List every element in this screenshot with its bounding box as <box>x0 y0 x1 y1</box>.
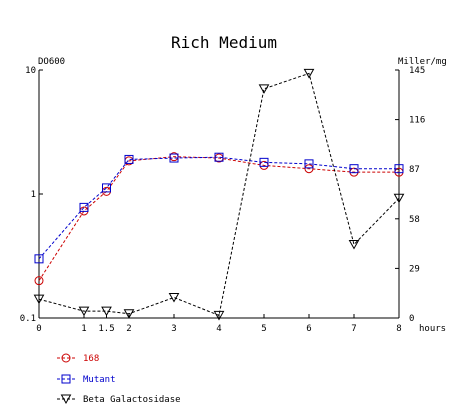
legend-marker-0 <box>61 353 71 363</box>
ticks-layer: 0 1 1.5 2 3 4 5 6 7 8 10 1 0.1 145 116 87 58 29 0 <box>20 66 426 334</box>
series-2-point-2 <box>101 306 112 317</box>
chart-title: Rich Medium <box>171 33 277 52</box>
series-layer <box>33 68 405 321</box>
x-tick-label: 1.5 <box>98 324 114 334</box>
x-tick-label: 6 <box>306 324 311 334</box>
series-2-point-3 <box>123 309 135 319</box>
series-line-2 <box>38 72 400 317</box>
series-2-point-1 <box>78 306 90 317</box>
series-1-point-2 <box>102 183 111 193</box>
series-1-point-6 <box>259 157 269 167</box>
legend-label-2: Beta Galactosidase <box>83 395 181 405</box>
x-tick-label: 8 <box>396 324 401 334</box>
series-1-point-8 <box>349 164 359 174</box>
legend-marker-2 <box>60 394 72 405</box>
right-tick-label: 116 <box>409 116 425 126</box>
series-1-point-4 <box>169 153 179 163</box>
series-0-point-7 <box>304 164 314 174</box>
left-tick-label: 10 <box>25 66 36 76</box>
legend-label-0: 168 <box>83 354 99 364</box>
legend-label-1: Mutant <box>83 375 116 385</box>
right-axis-label: Miller/mg <box>398 57 447 67</box>
left-tick-label: 1 <box>31 190 36 200</box>
right-tick-label: 145 <box>409 66 425 76</box>
left-axis-label: DO600 <box>38 57 65 67</box>
series-2-point-6 <box>258 84 270 94</box>
right-tick-label: 58 <box>409 215 420 225</box>
x-axis-label: hours <box>419 324 446 334</box>
legend-marker-1 <box>61 374 71 384</box>
right-tick-label: 29 <box>409 264 420 274</box>
series-2-point-9 <box>393 193 405 204</box>
x-tick-label: 1 <box>81 324 86 334</box>
x-tick-label: 5 <box>261 324 266 334</box>
legend: 168 Mutant Beta Galactosidase <box>57 353 181 405</box>
series-1-point-7 <box>304 159 314 169</box>
x-tick-label: 0 <box>36 324 41 334</box>
series-1-point-1 <box>79 202 89 212</box>
series-2-point-0 <box>33 294 45 305</box>
series-1-point-5 <box>214 152 224 162</box>
series-2-point-8 <box>348 239 360 250</box>
series-2-point-5 <box>213 310 225 321</box>
left-tick-label: 0.1 <box>20 314 36 324</box>
x-tick-label: 7 <box>351 324 356 334</box>
x-tick-label: 3 <box>171 324 176 334</box>
series-1-point-0 <box>34 254 44 264</box>
series-line-0 <box>38 156 399 281</box>
x-tick-label: 2 <box>126 324 131 334</box>
series-2-point-7 <box>303 68 315 79</box>
series-line-1 <box>38 156 399 260</box>
series-1-point-3 <box>124 154 134 164</box>
series-2-point-4 <box>168 292 180 303</box>
series-0-point-0 <box>34 276 44 286</box>
series-1-point-9 <box>394 164 404 174</box>
right-tick-label: 87 <box>409 165 420 175</box>
x-tick-label: 4 <box>216 324 221 334</box>
right-tick-label: 0 <box>409 314 414 324</box>
